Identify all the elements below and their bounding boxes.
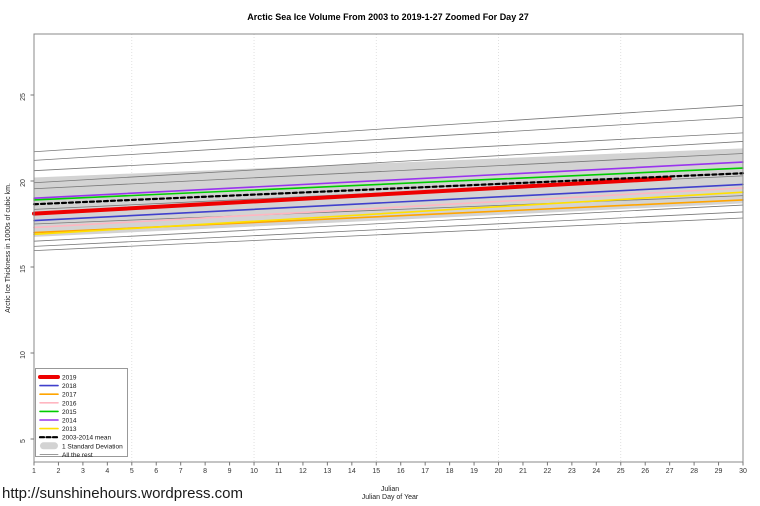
x-tick-label-25: 25 <box>617 468 625 475</box>
x-tick-label-9: 9 <box>228 468 232 475</box>
y-tick-label-10: 10 <box>20 351 27 359</box>
rest-line-7 <box>33 204 744 242</box>
x-tick-label-11: 11 <box>275 468 282 475</box>
x-tick-label-7: 7 <box>179 468 183 475</box>
x-tick-label-13: 13 <box>323 468 331 475</box>
y-axis-title: Arctic Ice Thickness in 1000s of cubic k… <box>5 183 12 313</box>
all-the-rest-lines <box>33 104 744 252</box>
x-tick-label-27: 27 <box>666 468 674 475</box>
x-tick-label-23: 23 <box>568 468 576 475</box>
x-tick-label-30: 30 <box>739 468 747 475</box>
x-tick-label-17: 17 <box>421 468 429 475</box>
chart-title: Arctic Sea Ice Volume From 2003 to 2019-… <box>247 12 528 22</box>
legend-label-2015: 2015 <box>62 409 77 416</box>
rest-line-2 <box>33 132 744 172</box>
x-tick-label-6: 6 <box>154 468 158 475</box>
y-tick-label-5: 5 <box>20 439 27 443</box>
rest-line-8 <box>33 211 744 247</box>
y-axis: 5 10 15 20 25 <box>20 93 34 443</box>
x-axis-title-line1: Julian <box>381 486 399 493</box>
x-axis: 1 2 3 4 5 6 7 8 9 10 11 12 13 14 15 16 17 18 19 20 21 22 23 24 2… <box>32 462 747 475</box>
x-tick-label-24: 24 <box>592 468 600 475</box>
legend-label-All-the-rest: All the rest <box>62 452 93 459</box>
x-tick-label-1: 1 <box>32 468 36 475</box>
rest-line-0 <box>33 104 744 153</box>
x-tick-label-4: 4 <box>105 468 109 475</box>
rest-line-4 <box>33 153 744 190</box>
x-tick-label-19: 19 <box>470 468 478 475</box>
legend-label-2014: 2014 <box>62 418 77 425</box>
series-line-2019 <box>32 176 672 216</box>
legend-label-2019: 2019 <box>62 375 77 382</box>
rest-line-6 <box>33 195 744 225</box>
plot-border <box>33 33 744 463</box>
x-tick-label-22: 22 <box>544 468 552 475</box>
x-tick-label-2: 2 <box>56 468 60 475</box>
y-tick-label-25: 25 <box>20 93 27 101</box>
y-tick-label-15: 15 <box>20 265 27 273</box>
year-series-lines <box>32 161 745 236</box>
y-tick-label-20: 20 <box>20 179 27 187</box>
x-tick-label-8: 8 <box>203 468 207 475</box>
series-line-2018 <box>33 183 744 222</box>
gridlines <box>131 34 744 462</box>
x-tick-label-5: 5 <box>130 468 134 475</box>
series-line-2016 <box>33 187 744 229</box>
legend-label-2003-2014-mean: 2003-2014 mean <box>62 435 112 442</box>
legend-box <box>35 368 128 457</box>
legend-label-2018: 2018 <box>62 383 77 390</box>
rest-line-9 <box>33 217 744 252</box>
series-line-2003-2014-mean <box>32 172 745 206</box>
legend-label-1-Standard-Deviation: 1 Standard Deviation <box>62 443 123 450</box>
x-tick-label-3: 3 <box>81 468 85 475</box>
series-line-2015 <box>33 167 744 201</box>
x-tick-label-21: 21 <box>519 468 527 475</box>
x-tick-label-16: 16 <box>397 468 405 475</box>
series-line-2014 <box>33 161 744 199</box>
x-tick-label-28: 28 <box>690 468 698 475</box>
x-axis-title-line2: Julian Day of Year <box>362 494 419 501</box>
legend-label-2016: 2016 <box>62 400 77 407</box>
x-tick-label-10: 10 <box>250 468 258 475</box>
x-tick-label-12: 12 <box>299 468 307 475</box>
x-tick-label-26: 26 <box>641 468 649 475</box>
legend-swatch-band <box>40 442 58 450</box>
x-tick-label-20: 20 <box>495 468 503 475</box>
x-tick-label-29: 29 <box>715 468 723 475</box>
series-line-2013 <box>33 191 744 236</box>
legend-label-2013: 2013 <box>62 426 77 433</box>
x-tick-label-14: 14 <box>348 468 356 475</box>
x-tick-label-18: 18 <box>446 468 454 475</box>
legend-label-2017: 2017 <box>62 392 77 399</box>
rest-line-1 <box>33 116 744 161</box>
url-watermark: http://sunshinehours.wordpress.com <box>2 485 243 502</box>
x-tick-label-15: 15 <box>372 468 380 475</box>
rest-line-3 <box>33 141 744 184</box>
